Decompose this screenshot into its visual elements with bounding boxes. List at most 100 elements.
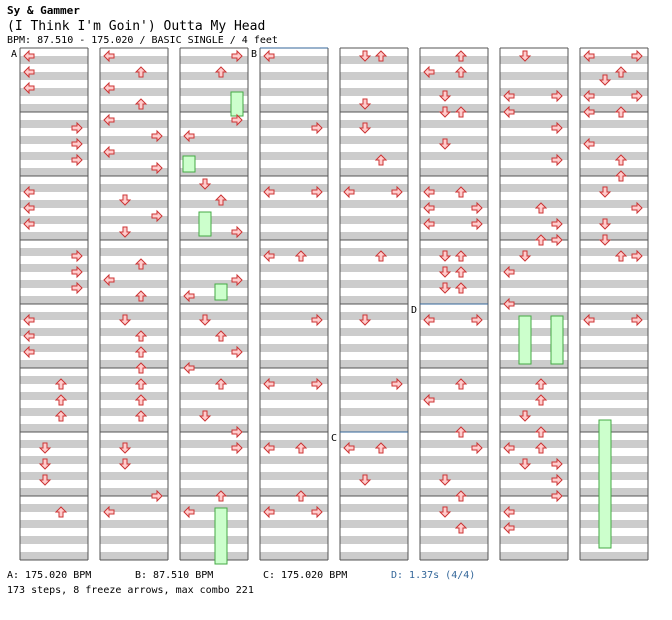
measure-stripe xyxy=(100,72,168,80)
measure-stripe xyxy=(500,152,568,160)
measure-stripe xyxy=(20,104,88,112)
measure-stripe xyxy=(340,552,408,560)
measure-stripe xyxy=(500,120,568,128)
measure-stripe xyxy=(180,88,248,96)
measure-stripe xyxy=(580,280,648,288)
measure-stripe xyxy=(500,184,568,192)
measure-stripe xyxy=(20,488,88,496)
measure-stripe xyxy=(420,408,488,416)
measure-stripe xyxy=(20,296,88,304)
measure-stripe xyxy=(420,312,488,320)
measure-stripe xyxy=(100,376,168,384)
measure-stripe xyxy=(260,152,328,160)
measure-stripe xyxy=(340,104,408,112)
measure-stripe xyxy=(340,56,408,64)
measure-stripe xyxy=(580,376,648,384)
measure-stripe xyxy=(580,520,648,528)
measure-stripe xyxy=(100,408,168,416)
measure-stripe xyxy=(500,488,568,496)
measure-stripe xyxy=(500,520,568,528)
measure-stripe xyxy=(20,408,88,416)
measure-stripe xyxy=(260,56,328,64)
measure-stripe xyxy=(580,248,648,256)
measure-stripe xyxy=(420,520,488,528)
measure-stripe xyxy=(580,152,648,160)
measure-stripe xyxy=(420,184,488,192)
measure-stripe xyxy=(420,456,488,464)
measure-stripe xyxy=(340,232,408,240)
measure-stripe xyxy=(100,184,168,192)
measure-stripe xyxy=(260,328,328,336)
measure-stripe xyxy=(420,280,488,288)
measure-stripe xyxy=(500,200,568,208)
measure-stripe xyxy=(100,136,168,144)
measure-stripe xyxy=(180,264,248,272)
measure-stripe xyxy=(580,472,648,480)
measure-stripe xyxy=(180,472,248,480)
measure-stripe xyxy=(580,136,648,144)
measure-stripe xyxy=(500,472,568,480)
measure-stripe xyxy=(260,200,328,208)
measure-stripe xyxy=(260,216,328,224)
measure-stripe xyxy=(180,280,248,288)
measure-stripe xyxy=(580,168,648,176)
freeze-arrow xyxy=(230,91,244,117)
measure-stripe xyxy=(340,344,408,352)
measure-stripe xyxy=(580,424,648,432)
measure-stripe xyxy=(260,72,328,80)
measure-stripe xyxy=(420,472,488,480)
freeze-arrow xyxy=(214,283,228,301)
measure-stripe xyxy=(340,360,408,368)
chart-column xyxy=(259,47,329,561)
measure-stripe xyxy=(420,200,488,208)
chart-column xyxy=(179,47,249,561)
measure-stripe xyxy=(580,344,648,352)
measure-stripe xyxy=(340,168,408,176)
measure-stripe xyxy=(500,536,568,544)
measure-stripe xyxy=(20,552,88,560)
measure-stripe xyxy=(20,472,88,480)
measure-stripe xyxy=(100,88,168,96)
measure-stripe xyxy=(20,72,88,80)
measure-stripe xyxy=(500,72,568,80)
measure-stripe xyxy=(100,344,168,352)
measure-stripe xyxy=(500,440,568,448)
measure-stripe xyxy=(500,56,568,64)
measure-stripe xyxy=(580,392,648,400)
measure-stripe xyxy=(500,248,568,256)
measure-stripe xyxy=(100,280,168,288)
measure-stripe xyxy=(180,296,248,304)
measure-stripe xyxy=(180,248,248,256)
measure-stripe xyxy=(420,296,488,304)
legend-d: D: 1.37s (4/4) xyxy=(391,570,476,581)
measure-stripe xyxy=(500,408,568,416)
measure-stripe xyxy=(580,184,648,192)
measure-stripe xyxy=(100,120,168,128)
measure-stripe xyxy=(100,536,168,544)
measure-stripe xyxy=(20,120,88,128)
measure-stripe xyxy=(500,456,568,464)
measure-stripe xyxy=(20,56,88,64)
measure-stripe xyxy=(180,56,248,64)
freeze-arrow xyxy=(198,211,212,237)
measure-stripe xyxy=(20,344,88,352)
measure-stripe xyxy=(100,456,168,464)
measure-stripe xyxy=(580,312,648,320)
measure-stripe xyxy=(260,312,328,320)
measure-stripe xyxy=(580,120,648,128)
measure-stripe xyxy=(420,104,488,112)
measure-stripe xyxy=(340,424,408,432)
measure-stripe xyxy=(580,488,648,496)
measure-stripe xyxy=(420,248,488,256)
measure-stripe xyxy=(340,504,408,512)
measure-stripe xyxy=(20,184,88,192)
measure-stripe xyxy=(420,536,488,544)
measure-stripe xyxy=(500,376,568,384)
measure-stripe xyxy=(260,424,328,432)
measure-stripe xyxy=(340,440,408,448)
measure-stripe xyxy=(500,504,568,512)
measure-stripe xyxy=(180,216,248,224)
measure-stripe xyxy=(500,136,568,144)
measure-stripe xyxy=(580,104,648,112)
measure-stripe xyxy=(180,120,248,128)
